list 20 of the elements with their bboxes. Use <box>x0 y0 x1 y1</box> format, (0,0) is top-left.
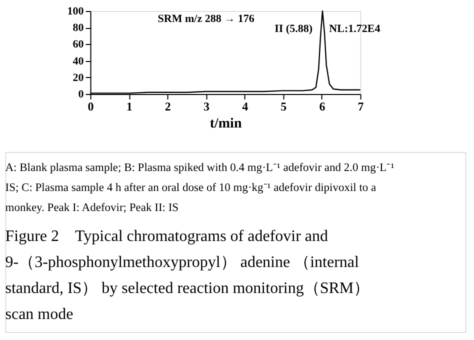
y-tick-label: 60 <box>72 38 84 51</box>
text: A: Blank plasma sample; B: Plasma spiked with 0.4 mg·L⁻¹ adefovir and 2.0 mg·L⁻¹ IS; C: Plasma sample 4 h after an oral dose of 10 mg·kg⁻¹ adefovir dipivoxil to a monkey. Peak I: Adefovir; Peak II: IS <box>5 162 395 214</box>
y-tick-label: 0 <box>78 88 84 100</box>
x-axis-title: t/min <box>210 116 242 132</box>
x-tick-label: 2 <box>164 100 171 114</box>
x-tick-label: 6 <box>319 100 326 114</box>
x-tick-label: 3 <box>204 100 210 114</box>
annotation: NL:1.72E4 <box>329 23 381 35</box>
y-tick-label: 100 <box>67 6 84 18</box>
x-tick-label: 1 <box>126 100 132 114</box>
y-tick-label: 40 <box>72 55 84 68</box>
text: Figure 2 Typical chromatograms of adefovir and 9-（3-phosphonylmethoxypropyl） adenine （internal standard, IS） by selected reaction monitoring（SRM） scan mode <box>5 228 370 323</box>
x-tick-label: 7 <box>358 100 364 114</box>
x-tick-label: 4 <box>242 100 248 114</box>
annotation: II (5.88) <box>274 23 313 35</box>
x-tick-label: 5 <box>280 100 287 114</box>
y-tick-label: 80 <box>72 22 84 34</box>
annotation: SRM m/z 288 → 176 <box>158 13 255 25</box>
y-tick-label: 20 <box>72 72 84 84</box>
x-tick-label: 0 <box>88 100 94 114</box>
